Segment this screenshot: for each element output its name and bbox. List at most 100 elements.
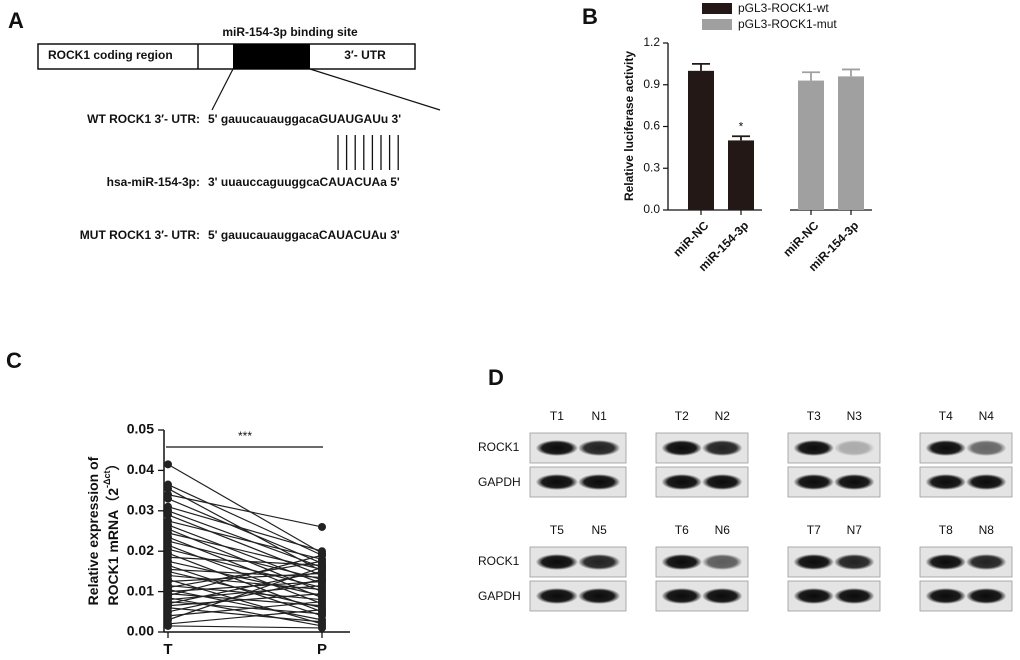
error-bar: [802, 71, 820, 81]
pair-line: [167, 548, 323, 589]
point: [318, 563, 326, 572]
point: [318, 605, 326, 614]
band: [702, 588, 743, 604]
pair-line: [167, 570, 323, 605]
band: [834, 554, 875, 570]
lane-label: T5: [550, 523, 564, 537]
zoom-line: [309, 68, 441, 111]
pair-line: [167, 607, 323, 623]
pair-line: [167, 609, 323, 625]
panel-label: B: [582, 4, 598, 29]
band: [578, 440, 621, 456]
band: [578, 588, 621, 604]
pair-line: [167, 625, 323, 629]
band: [661, 554, 702, 570]
coding-region: ROCK1 coding region: [48, 48, 173, 62]
pair-line: [167, 510, 323, 568]
y-tick-label: 1.2: [643, 35, 660, 49]
protein-label: ROCK1: [478, 554, 520, 568]
row-name: WT ROCK1 3′- UTR:: [87, 112, 200, 126]
pair-line: [167, 532, 323, 570]
y-tick-label: 0.00: [127, 623, 154, 639]
pair-line: [167, 566, 323, 621]
panel-label: A: [8, 8, 24, 33]
protein-label: GAPDH: [478, 475, 521, 489]
band: [702, 474, 743, 490]
lane-label: N5: [591, 523, 607, 537]
bar: [728, 140, 754, 210]
y-axis-title: Relative expression of: [85, 456, 101, 605]
y-tick-label: 0.04: [127, 461, 154, 477]
legend-swatch: [702, 19, 732, 30]
error-bar: [732, 135, 750, 141]
pair-line: [167, 588, 323, 621]
point: [318, 589, 326, 598]
lane-label: N6: [715, 523, 731, 537]
band: [925, 440, 966, 456]
pair-line: [167, 554, 323, 597]
legend-swatch: [702, 3, 732, 14]
pair-line: [167, 584, 323, 601]
x-tick-label: P: [317, 641, 327, 658]
lane-label: N1: [591, 409, 607, 423]
y-axis-title: ROCK1 mRNA（2-Δct）: [102, 457, 120, 606]
pair-line: [167, 494, 323, 528]
pair-line: [167, 556, 323, 566]
protein-label: ROCK1: [478, 440, 520, 454]
bar: [838, 76, 864, 211]
point: [164, 510, 172, 519]
band: [578, 554, 621, 570]
y-axis-title-sup: -Δct: [102, 471, 112, 488]
band: [966, 440, 1007, 456]
lane-label: T8: [939, 523, 953, 537]
lane-label: N3: [847, 409, 863, 423]
lane-label: T3: [807, 409, 821, 423]
legend-label: pGL3-ROCK1-wt: [738, 1, 829, 15]
significance: *: [739, 119, 744, 133]
band: [834, 440, 875, 456]
pair-line: [167, 574, 323, 591]
y-tick-label: 0.0: [643, 202, 660, 216]
lane-label: N4: [979, 409, 995, 423]
y-axis-title: Relative luciferase activity: [622, 51, 636, 201]
lane-label: T2: [675, 409, 689, 423]
pair-line: [167, 560, 323, 589]
pair-line: [167, 578, 323, 613]
band: [661, 474, 702, 490]
y-axis-title-line: Relative expression of: [85, 456, 101, 605]
band: [925, 474, 966, 490]
bar: [688, 70, 714, 210]
site-title: miR-154-3p binding site: [222, 25, 358, 39]
band: [578, 474, 621, 490]
y-axis-title-close: ）: [105, 457, 121, 471]
pair-line: [167, 564, 323, 617]
y-tick-label: 0.3: [643, 160, 660, 174]
pair-line: [167, 560, 323, 597]
sequence: 5' gauucauauggacaGUAUGAUu 3': [208, 112, 401, 126]
lane-label: T1: [550, 409, 564, 423]
band: [966, 588, 1007, 604]
pair-line: [167, 601, 323, 617]
band: [535, 440, 578, 456]
pair-line: [167, 520, 323, 560]
panel-label: C: [6, 348, 22, 373]
band: [535, 474, 578, 490]
band: [702, 554, 743, 570]
point: [164, 494, 172, 503]
point: [318, 623, 326, 632]
pair-line: [167, 463, 323, 554]
band: [793, 588, 834, 604]
sequence: 3' uuauccaguuggcaCAUACUAa 5': [208, 175, 400, 189]
panel-label: D: [488, 365, 504, 390]
protein-label: GAPDH: [478, 589, 521, 603]
x-tick-label: T: [163, 641, 172, 658]
point: [164, 621, 172, 630]
pair-line: [167, 536, 323, 599]
point: [164, 460, 172, 469]
binding-site: [233, 44, 310, 69]
y-tick-label: 0.02: [127, 542, 154, 558]
band: [793, 474, 834, 490]
band: [925, 554, 966, 570]
row-name: hsa-miR-154-3p:: [107, 175, 200, 189]
sequence: 5' gauucauauggacaCAUACUAu 3': [208, 228, 400, 242]
